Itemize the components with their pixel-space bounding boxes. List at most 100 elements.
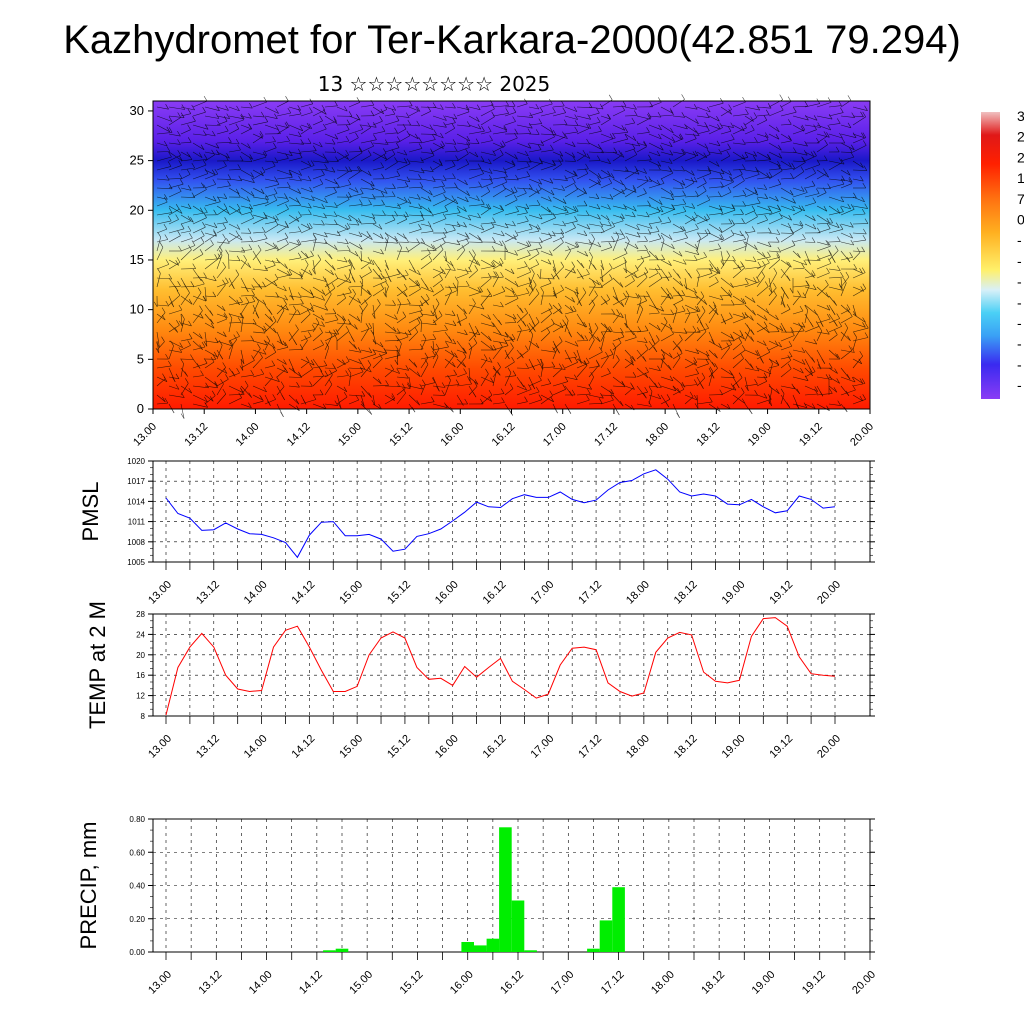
wind-barb	[672, 309, 678, 324]
wind-barb-flag	[391, 149, 396, 155]
wind-barb	[504, 361, 515, 369]
wind-barb-flag	[406, 176, 411, 182]
wind-barb-flag	[738, 337, 743, 343]
wind-barb	[372, 280, 387, 288]
wind-barb-flag	[331, 265, 336, 271]
wind-barb-flag	[224, 125, 229, 132]
wind-barb-flag	[168, 151, 172, 158]
wind-barb-flag	[276, 376, 280, 382]
wind-barb	[516, 266, 528, 270]
wind-barb	[648, 391, 653, 405]
wind-barb-flag	[309, 289, 314, 295]
wind-barb-flag	[612, 342, 616, 349]
wind-barb	[396, 274, 409, 279]
wind-barb	[828, 276, 844, 279]
wind-barb	[228, 205, 242, 215]
wind-barb-flag	[260, 170, 264, 176]
wind-barb	[432, 185, 445, 189]
wind-barb-flag	[379, 116, 383, 122]
wind-barb-flag	[793, 147, 797, 153]
wind-barb	[852, 196, 865, 203]
wind-barb	[504, 187, 515, 194]
wind-barb	[516, 282, 532, 288]
wind-barb	[192, 217, 207, 225]
wind-barb-flag	[584, 168, 589, 174]
wind-barb-flag	[559, 322, 564, 328]
wind-barb	[276, 358, 287, 365]
wind-barb	[756, 187, 767, 190]
wind-barb	[744, 259, 757, 262]
wind-barb-flag	[632, 185, 637, 191]
wind-barb-flag	[763, 184, 768, 190]
wind-barb-flag	[695, 223, 699, 230]
wind-barb-flag	[430, 210, 434, 217]
wind-barb	[636, 349, 647, 362]
wind-barb	[516, 166, 530, 171]
wind-barb-flag	[177, 230, 181, 236]
wind-barb	[480, 259, 495, 268]
wind-barb	[624, 280, 635, 288]
wind-barb-flag	[416, 238, 420, 244]
wind-barb-flag	[262, 349, 267, 355]
wind-barb-flag	[764, 214, 768, 221]
wind-barb-flag	[341, 317, 346, 323]
wind-barb-flag	[861, 246, 865, 252]
wind-barb-flag	[777, 179, 782, 185]
wind-barb-flag	[373, 122, 377, 128]
wind-barb-flag	[846, 307, 850, 313]
wind-barb	[756, 205, 771, 212]
wind-barb-flag	[334, 244, 338, 251]
wind-barb-flag	[383, 348, 388, 354]
wind-barb-flag	[161, 307, 166, 313]
wind-barb-flag	[742, 200, 746, 207]
wind-barb-flag	[309, 381, 313, 387]
wind-barb	[432, 124, 447, 128]
wind-barb-flag	[321, 289, 326, 295]
wind-barb-flag	[305, 356, 310, 362]
wind-barb-flag	[845, 390, 850, 397]
wind-barb	[300, 329, 316, 333]
wind-barb-flag	[788, 215, 792, 221]
wind-barb-flag	[334, 273, 339, 279]
wind-barb	[540, 268, 542, 280]
wind-barb	[720, 169, 732, 176]
wind-barb-flag	[705, 358, 709, 364]
wind-barb	[600, 322, 612, 333]
wind-barb	[264, 295, 279, 298]
wind-barb-flag	[263, 339, 268, 346]
wind-barb	[156, 304, 169, 307]
wind-barb	[588, 394, 604, 399]
wind-barb-flag	[511, 356, 515, 363]
wind-barb	[216, 254, 223, 270]
wind-barb	[444, 340, 456, 345]
wind-barb-flag	[549, 127, 554, 133]
wind-barb	[264, 221, 277, 225]
wind-barb	[852, 213, 866, 216]
wind-barb-flag	[565, 207, 569, 213]
wind-barb-flag	[623, 204, 627, 210]
wind-barb-flag	[849, 177, 853, 183]
wind-barb	[228, 169, 241, 171]
wind-barb	[216, 151, 230, 159]
wind-barb-flag	[827, 241, 831, 247]
wind-barb	[852, 272, 866, 279]
wind-barb	[756, 119, 767, 126]
wind-barb-flag	[464, 232, 469, 238]
wind-barb-flag	[817, 122, 821, 128]
wind-barb-flag	[512, 317, 517, 323]
wind-barb-flag	[695, 249, 700, 255]
wind-barb-flag	[297, 131, 302, 137]
wind-barb-flag	[295, 324, 299, 330]
wind-barb	[732, 173, 743, 180]
wind-barb	[444, 165, 456, 171]
wind-barb-flag	[717, 124, 721, 130]
wind-barb-flag	[659, 206, 664, 213]
wind-barb-flag	[262, 299, 267, 306]
wind-barb-flag	[597, 176, 601, 182]
wind-barb-flag	[427, 106, 431, 112]
wind-barb-flag	[322, 403, 327, 409]
wind-barb	[240, 385, 249, 396]
wind-barb	[708, 309, 718, 324]
wind-barb	[852, 239, 866, 243]
wind-barb	[480, 182, 493, 189]
